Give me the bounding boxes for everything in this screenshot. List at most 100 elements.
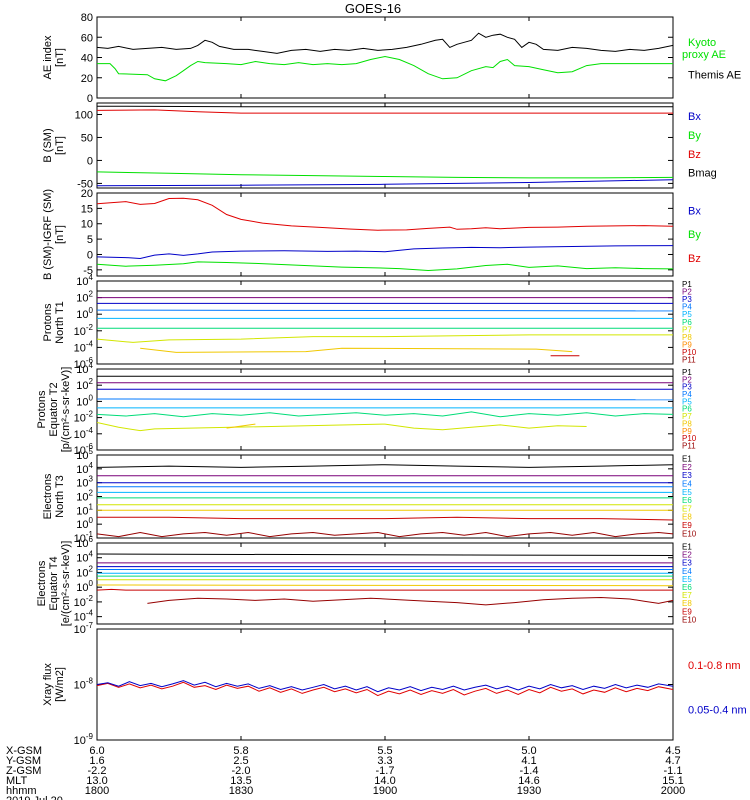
x-axis-date: 2019 Jul 20 xyxy=(6,795,63,800)
series-line-e9 xyxy=(97,516,673,521)
legend-entry: Bmag xyxy=(688,168,717,180)
series-line-0.05-0.4-nm xyxy=(97,680,673,693)
legend-entry: P6 xyxy=(682,318,692,327)
x-row-value: -1.4 xyxy=(520,765,539,777)
x-row-value: -1.7 xyxy=(376,765,395,777)
series-line-e8 xyxy=(97,584,673,587)
legend-entry: E9 xyxy=(682,521,692,530)
y-tick-label: 100 xyxy=(75,109,93,121)
legend-entry: Kyoto proxy AE xyxy=(682,37,726,61)
panel-1: 0 20 40 60 80 AE index[nT] Kyoto proxy AE Themis… xyxy=(42,12,741,105)
x-row-value: 5.0 xyxy=(521,745,536,757)
y-tick-label: 0 xyxy=(87,93,93,105)
series-line-p4 xyxy=(97,398,673,401)
x-row-value: 15.1 xyxy=(662,775,683,787)
legend-entry: Bx xyxy=(688,111,701,123)
legend-entry: P5 xyxy=(682,310,692,319)
x-row-value: 1830 xyxy=(229,785,253,797)
panel-3: -5 0 5 10 15 20 B (SM)-IGRF (SM)[nT] Bx By Bz xyxy=(42,188,701,280)
series-line-bz xyxy=(97,197,673,231)
x-row-value: 2.5 xyxy=(233,755,248,767)
y-axis-label: B (SM)[nT] xyxy=(42,128,66,162)
x-row-value: 2000 xyxy=(661,785,685,797)
x-row-value: 1800 xyxy=(85,785,109,797)
x-row-value: 5.8 xyxy=(233,745,248,757)
legend-entry: P11 xyxy=(682,442,696,451)
legend-entry: By xyxy=(688,229,701,241)
legend-entry: E3 xyxy=(682,471,692,480)
series-line-0.1-0.8-nm xyxy=(97,681,673,697)
x-row-value: 14.6 xyxy=(518,775,539,787)
series-line-themis-ae xyxy=(97,32,673,54)
y-axis-label: ElectronsEquator T4[e/(cm²-s-sr-keV)] xyxy=(36,541,72,627)
legend-entry: E9 xyxy=(682,607,692,616)
legend-entry: Bx xyxy=(688,205,701,217)
legend-entry: P9 xyxy=(682,427,692,436)
legend-entry: P2 xyxy=(682,288,692,297)
legend-entry: P3 xyxy=(682,383,692,392)
legend-entry: E1 xyxy=(682,455,692,464)
legend-entry: P2 xyxy=(682,375,692,384)
panels: 0 20 40 60 80 AE index[nT] Kyoto proxy AE Themis… xyxy=(36,12,747,747)
legend-entry: P7 xyxy=(682,325,692,334)
y-axis-label: AE index[nT] xyxy=(42,35,66,80)
y-tick-label: 0 xyxy=(87,249,93,261)
y-axis-label: ElectronsNorth T3 xyxy=(42,473,66,519)
legend-entry: P4 xyxy=(682,303,692,312)
series-line-p8 xyxy=(226,423,256,429)
series-line-p4 xyxy=(97,309,673,312)
legend-entry: E1 xyxy=(682,542,692,551)
y-tick-label: 5 xyxy=(87,234,93,246)
series-line-p7 xyxy=(97,422,587,432)
legend-entry: E2 xyxy=(682,463,692,472)
x-row-value: 14.0 xyxy=(374,775,395,787)
legend-entry: E5 xyxy=(682,488,692,497)
legend-entry: Themis AE xyxy=(688,70,741,82)
legend-entry: P9 xyxy=(682,340,692,349)
x-row-label: Y-GSM xyxy=(6,755,41,767)
y-tick-label: 50 xyxy=(81,132,93,144)
y-axis-label: ProtonsEquator T2[p/(cm²-s-sr-keV)] xyxy=(36,367,72,453)
legend-entry: E10 xyxy=(682,615,697,624)
x-row-value: 4.5 xyxy=(665,745,680,757)
x-row-value: 1.6 xyxy=(89,755,104,767)
legend-entry: P6 xyxy=(682,405,692,414)
x-row-value: 13.0 xyxy=(86,775,107,787)
legend-entry: E4 xyxy=(682,480,692,489)
x-axis-table: X-GSM 6.0 5.8 5.5 5.0 4.5 Y-GSM 1.6 2.5 3.3 4.1 4.7… xyxy=(6,745,685,800)
series-line-e1 xyxy=(97,464,673,468)
y-tick-label: 10 xyxy=(81,219,93,231)
y-axis-label: B (SM)-IGRF (SM)[nT] xyxy=(42,189,66,280)
panel-2: -50 0 50 100 B (SM)[nT] Bx By Bz Bmag xyxy=(42,102,717,190)
legend-entry: E6 xyxy=(682,496,692,505)
series-line-e10 xyxy=(97,531,673,538)
legend-entry: E4 xyxy=(682,567,692,576)
y-tick-label: 80 xyxy=(81,12,93,24)
legend-entry: P8 xyxy=(682,419,692,428)
series-line-bx xyxy=(97,179,673,187)
legend-entry: E5 xyxy=(682,575,692,584)
y-tick-label: 60 xyxy=(81,32,93,44)
x-row-value: 3.3 xyxy=(377,755,392,767)
x-row-value: 1930 xyxy=(517,785,541,797)
series-line-e10 xyxy=(147,596,673,606)
x-row-value: 5.5 xyxy=(377,745,392,757)
legend-entry: P7 xyxy=(682,412,692,421)
legend-entry: By xyxy=(688,130,701,142)
legend-entry: P3 xyxy=(682,295,692,304)
x-row-value: -2.0 xyxy=(232,765,251,777)
y-tick-label: -5 xyxy=(83,265,93,277)
series-line-kyoto-proxy-ae xyxy=(97,55,673,82)
legend-entry: P10 xyxy=(682,434,697,443)
series-line-bmag xyxy=(97,105,673,108)
x-row-value: 13.5 xyxy=(230,775,251,787)
legend-entry: E7 xyxy=(682,504,692,513)
legend-entry: E8 xyxy=(682,513,692,522)
figure-title: GOES-16 xyxy=(345,1,401,16)
series-line-e1 xyxy=(97,553,673,556)
series-line-p8 xyxy=(140,347,573,353)
legend-entry: E3 xyxy=(682,559,692,568)
y-axis-label: ProtonsNorth T1 xyxy=(42,301,66,344)
